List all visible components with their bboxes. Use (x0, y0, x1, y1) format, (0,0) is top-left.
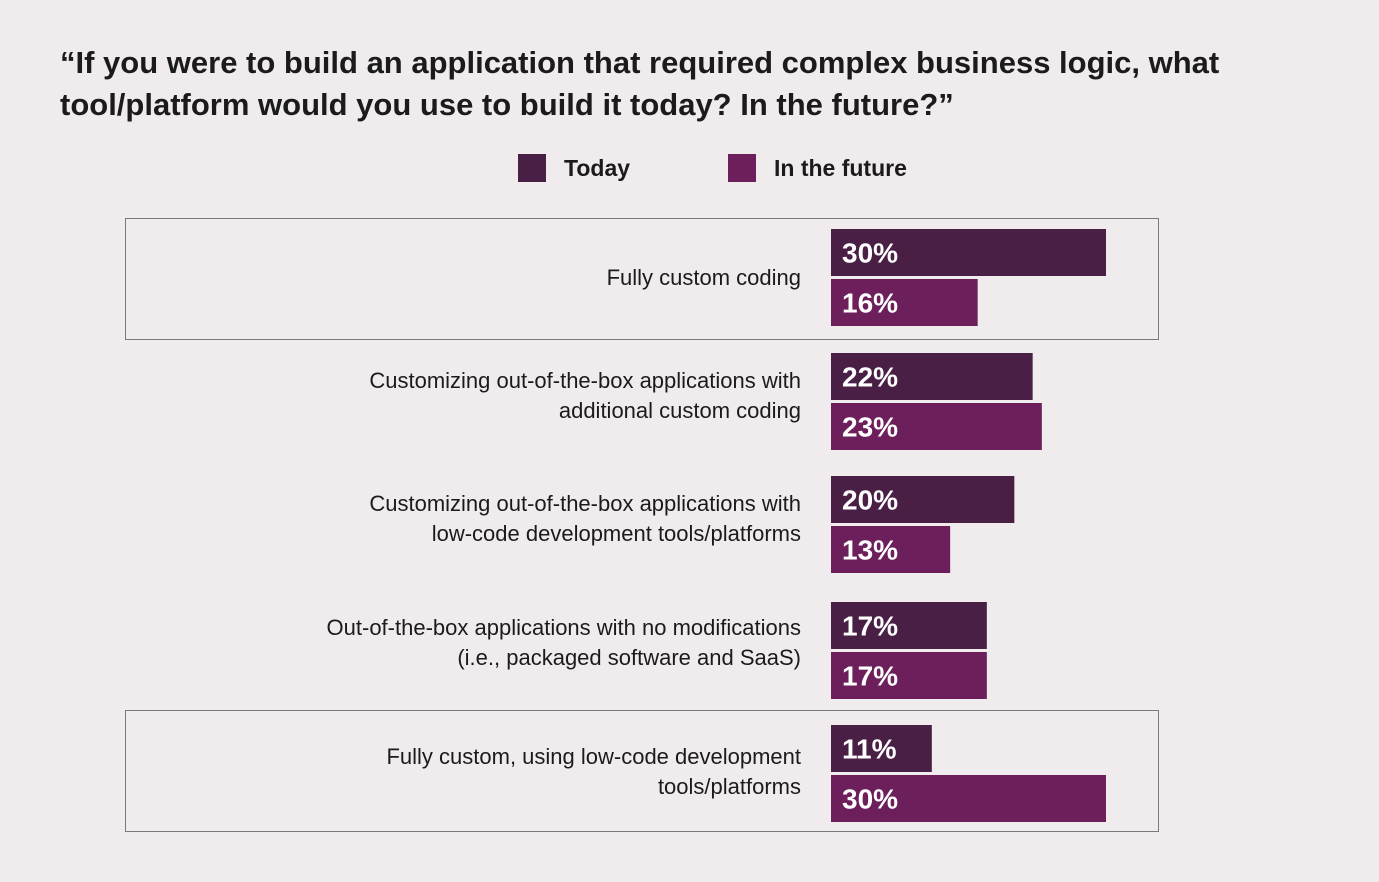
bar-future-3 (831, 652, 987, 699)
bar-today-2 (831, 476, 1015, 523)
highlight-box-fully-custom-low-code (125, 710, 1159, 832)
bar-future-4 (831, 775, 1106, 822)
bar-label-today-4: 11% (842, 734, 897, 765)
category-label-line: Fully custom coding (606, 265, 801, 290)
bar-today-4 (831, 725, 932, 772)
bar-label-future-1: 23% (842, 412, 898, 443)
category-label-out-of-the-box: Out-of-the-box applications with no modi… (201, 613, 801, 673)
category-label-line: Customizing out-of-the-box applications … (369, 368, 801, 393)
bar-today-3 (831, 602, 987, 649)
category-label-customizing-custom-coding: Customizing out-of-the-box applications … (201, 366, 801, 426)
category-label-line: Customizing out-of-the-box applications … (369, 491, 801, 516)
legend-item-today: Today (518, 153, 630, 183)
bar-label-today-2: 20% (842, 485, 898, 516)
legend-label-future: In the future (774, 154, 907, 181)
bar-future-0 (831, 279, 978, 326)
legend-item-future: In the future (728, 153, 907, 183)
bar-today-0 (831, 229, 1106, 276)
category-label-fully-custom-low-code: Fully custom, using low-code development… (201, 742, 801, 802)
category-label-customizing-low-code: Customizing out-of-the-box applications … (201, 489, 801, 549)
bar-label-today-3: 17% (842, 611, 898, 642)
bar-label-future-4: 30% (842, 784, 898, 815)
bar-label-future-0: 16% (842, 288, 898, 319)
legend-swatch-today (518, 154, 546, 182)
highlight-box-fully-custom-coding (125, 218, 1159, 340)
category-label-line: Fully custom, using low-code development (386, 744, 801, 769)
bar-future-1 (831, 403, 1042, 450)
bar-today-1 (831, 353, 1033, 400)
bar-future-2 (831, 526, 951, 573)
category-label-line: Out-of-the-box applications with no modi… (326, 615, 801, 640)
category-label-fully-custom-coding: Fully custom coding (201, 263, 801, 293)
bar-label-future-3: 17% (842, 661, 898, 692)
legend-swatch-future (728, 154, 756, 182)
category-label-line: (i.e., packaged software and SaaS) (457, 645, 801, 670)
category-label-line: additional custom coding (558, 398, 801, 423)
category-label-line: low-code development tools/platforms (431, 521, 801, 546)
bar-label-today-1: 22% (842, 362, 898, 393)
category-label-line: tools/platforms (657, 774, 801, 799)
bar-label-future-2: 13% (842, 535, 898, 566)
bar-label-today-0: 30% (842, 238, 898, 269)
legend-label-today: Today (564, 154, 631, 181)
chart-title: “If you were to build an application tha… (60, 45, 1220, 122)
legend: Today In the future (0, 153, 1379, 183)
